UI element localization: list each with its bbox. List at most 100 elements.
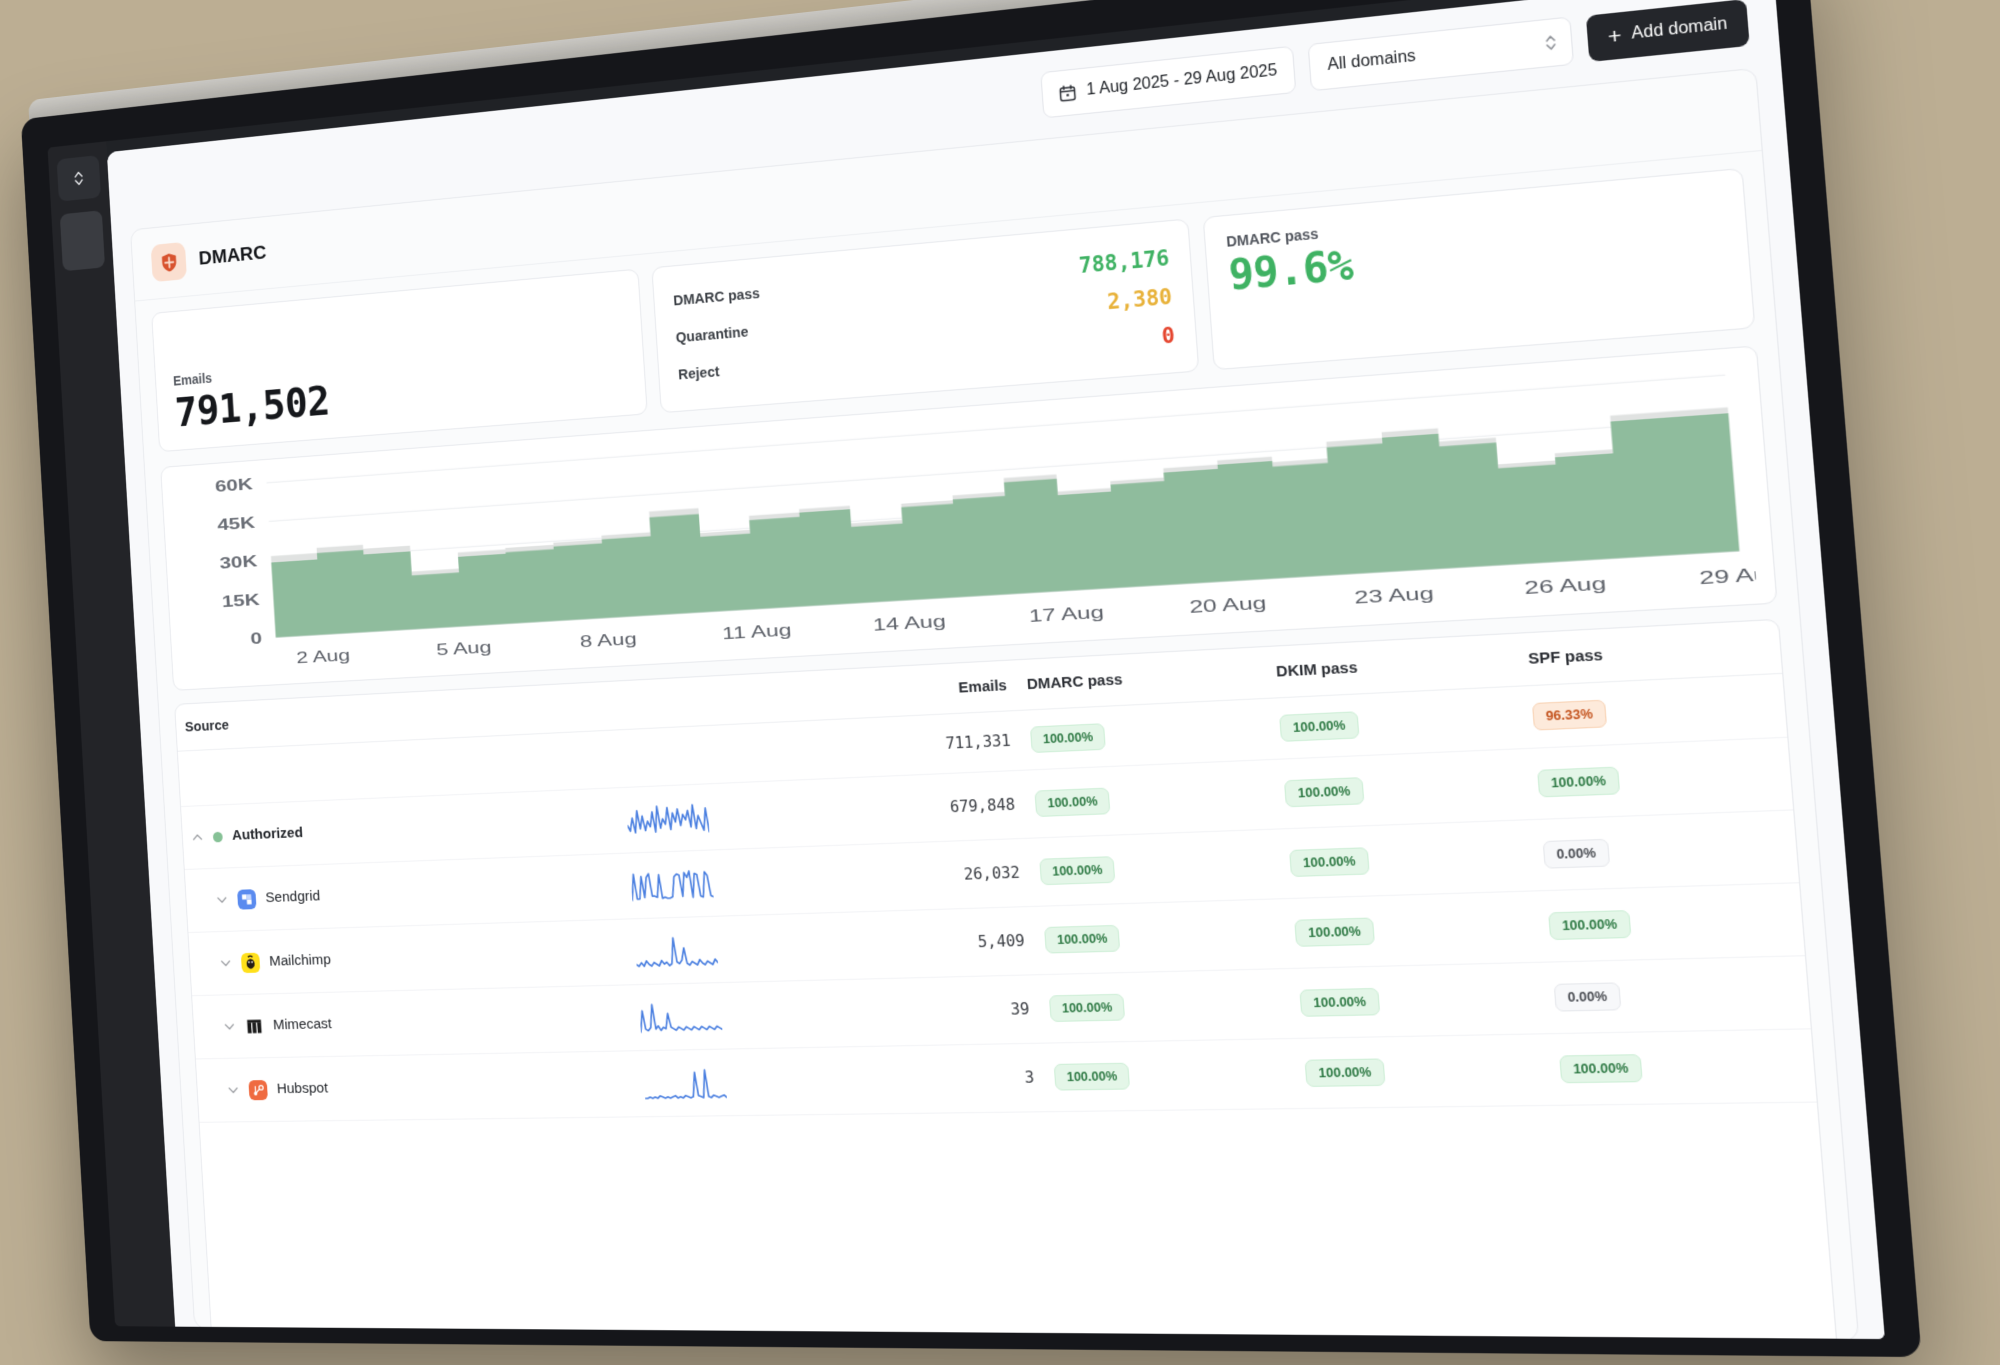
col-dmarc-pass[interactable]: DMARC pass — [1015, 647, 1268, 711]
chevron-up-down-icon — [72, 169, 85, 189]
sparkline-icon — [634, 933, 718, 969]
svg-text:26 Aug: 26 Aug — [1524, 576, 1607, 599]
date-range-picker[interactable]: 1 Aug 2025 - 29 Aug 2025 — [1040, 45, 1297, 119]
svg-text:30K: 30K — [219, 553, 259, 572]
spf-cell: 0.00% — [1530, 810, 1800, 891]
quarantine-label: Quarantine — [675, 324, 749, 347]
sparkline-cell — [624, 913, 829, 985]
source-cell[interactable]: Mimecast — [202, 1008, 622, 1037]
svg-text:60K: 60K — [215, 476, 255, 495]
page-title: DMARC — [198, 241, 267, 270]
col-dkim-pass[interactable]: DKIM pass — [1263, 633, 1520, 699]
dmarc-pass-rate-card: DMARC pass 99.6% — [1202, 167, 1756, 371]
sparkline-cell — [633, 1047, 838, 1117]
svg-text:15K: 15K — [221, 592, 261, 611]
green-badge: 100.00% — [1536, 766, 1621, 798]
green-badge: 100.00% — [1289, 847, 1370, 878]
dmarc-panel: DMARC Emails 791,502 — [130, 67, 1860, 1340]
emails-stat-card: Emails 791,502 — [151, 268, 648, 453]
add-domain-label: Add domain — [1630, 14, 1729, 43]
summary-emails: 711,331 — [944, 731, 1012, 753]
table-body: Authorized 679,848 100.00% 100.00% 100.00% Se… — [180, 737, 1817, 1123]
emails-value: 3 — [1024, 1068, 1035, 1087]
sparkline-icon — [643, 1066, 727, 1101]
calendar-icon — [1059, 83, 1077, 102]
green-badge: 100.00% — [1048, 993, 1126, 1023]
col-emails[interactable]: Emails — [808, 660, 1019, 721]
green-badge: 100.00% — [1284, 777, 1365, 808]
workspace-switcher[interactable] — [56, 155, 101, 202]
sendgrid-logo-icon — [237, 888, 257, 910]
quarantine-value: 2,380 — [1106, 284, 1173, 315]
sparkline-icon — [630, 866, 713, 902]
summary-spark — [612, 720, 816, 787]
top-toolbar: 1 Aug 2025 - 29 Aug 2025 All domains — [106, 0, 1782, 232]
green-badge: 100.00% — [1547, 910, 1632, 941]
sidebar-nav-placeholder[interactable] — [59, 210, 106, 272]
sparkline-cell — [620, 846, 825, 919]
dkim-cell: 100.00% — [1272, 749, 1529, 829]
summary-dkim-badge: 100.00% — [1279, 711, 1360, 742]
gray-badge: 0.00% — [1553, 982, 1622, 1012]
svg-text:29 Aug: 29 Aug — [1699, 565, 1758, 588]
main-region: DMARC Emails 791,502 — [111, 65, 1885, 1340]
mimecast-logo-icon — [247, 1019, 262, 1033]
chevron-up-icon[interactable] — [191, 831, 204, 845]
dmarc-cell: 100.00% — [1032, 899, 1287, 975]
green-badge: 100.00% — [1039, 856, 1116, 886]
plus-icon: + — [1607, 23, 1623, 49]
dmarc-cell: 100.00% — [1042, 1038, 1298, 1111]
dmarc-cell: 100.00% — [1023, 759, 1277, 838]
dmarc-rate-label: DMARC pass — [1225, 225, 1320, 250]
source-cell[interactable]: Sendgrid — [195, 876, 614, 910]
svg-text:20 Aug: 20 Aug — [1189, 595, 1267, 617]
summary-spf-badge: 96.33% — [1531, 699, 1608, 731]
chevron-down-icon[interactable] — [216, 893, 229, 907]
chevron-up-down-icon — [1543, 31, 1559, 53]
dmarc-cell: 100.00% — [1037, 969, 1293, 1044]
add-domain-button[interactable]: + Add domain — [1586, 0, 1750, 62]
chevron-down-icon[interactable] — [219, 956, 232, 970]
laptop-bezel: 1 Aug 2025 - 29 Aug 2025 All domains — [20, 0, 1922, 1358]
dkim-cell: 100.00% — [1277, 820, 1535, 899]
col-spf-pass[interactable]: SPF pass — [1515, 619, 1783, 687]
perspective-scene: 1 Aug 2025 - 29 Aug 2025 All domains — [20, 0, 1922, 1358]
spf-cell: 100.00% — [1524, 737, 1793, 819]
summary-dmarc-badge: 100.00% — [1029, 723, 1107, 754]
green-badge: 100.00% — [1053, 1062, 1131, 1091]
emails-value: 26,032 — [963, 863, 1021, 884]
gray-badge: 0.00% — [1542, 838, 1611, 869]
source-name: Sendgrid — [265, 887, 321, 906]
chevron-down-icon[interactable] — [227, 1083, 240, 1096]
domain-filter-select[interactable]: All domains — [1307, 16, 1575, 92]
chevron-down-icon[interactable] — [223, 1020, 236, 1034]
dmarc-cell: 100.00% — [1028, 829, 1283, 906]
reject-label: Reject — [677, 364, 720, 384]
green-badge: 100.00% — [1043, 924, 1121, 954]
sources-table: Source Emails DMARC pass DKIM pass SPF p… — [174, 618, 1838, 1340]
sparkline-icon — [639, 999, 723, 1034]
sparkline-cell — [628, 980, 833, 1051]
svg-text:0: 0 — [250, 630, 263, 647]
dmarc-pass-label: DMARC pass — [672, 286, 761, 310]
green-badge: 100.00% — [1558, 1054, 1643, 1084]
shield-icon — [150, 241, 187, 283]
source-name: Mimecast — [272, 1015, 333, 1034]
domain-filter-value: All domains — [1326, 47, 1417, 75]
svg-text:5 Aug: 5 Aug — [436, 640, 492, 660]
dmarc-pass-value: 788,176 — [1078, 245, 1171, 279]
dmarc-rate-value: 99.6% — [1227, 242, 1355, 300]
source-cell[interactable]: Mailchimp — [198, 942, 617, 974]
spf-cell: 100.00% — [1546, 1029, 1817, 1106]
breakdown-row: DMARC pass 788,176 — [673, 246, 1170, 313]
hubspot-logo-icon — [248, 1079, 268, 1100]
source-cell[interactable]: Hubspot — [206, 1074, 626, 1101]
svg-text:14 Aug: 14 Aug — [873, 614, 947, 636]
emails-value: 39 — [1010, 999, 1031, 1019]
svg-text:8 Aug: 8 Aug — [580, 631, 638, 651]
source-cell[interactable]: Authorized — [191, 812, 609, 846]
source-name: Authorized — [231, 824, 304, 844]
svg-text:2 Aug: 2 Aug — [296, 648, 351, 668]
breakdown-stat-card: DMARC pass 788,176 Quarantine 2,380 — [651, 218, 1200, 414]
